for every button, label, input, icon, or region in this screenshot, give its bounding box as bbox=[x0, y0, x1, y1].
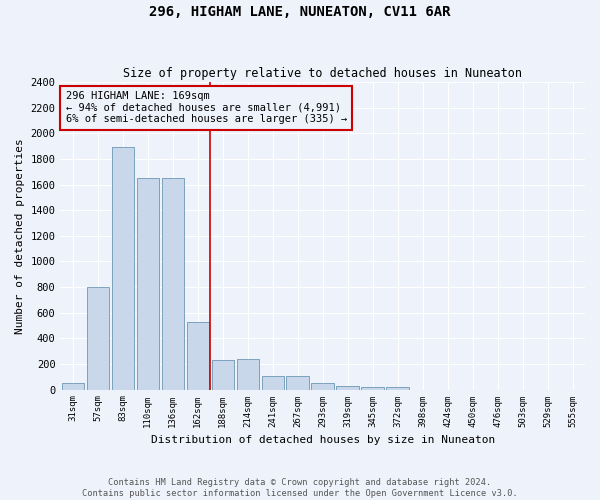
Bar bbox=[86, 287, 109, 390]
X-axis label: Distribution of detached houses by size in Nuneaton: Distribution of detached houses by size … bbox=[151, 435, 495, 445]
Bar bbox=[262, 376, 284, 390]
Bar bbox=[311, 382, 334, 390]
Bar bbox=[361, 387, 384, 390]
Text: Contains HM Land Registry data © Crown copyright and database right 2024.
Contai: Contains HM Land Registry data © Crown c… bbox=[82, 478, 518, 498]
Bar bbox=[161, 178, 184, 390]
Bar bbox=[112, 148, 134, 390]
Bar bbox=[187, 322, 209, 390]
Bar bbox=[212, 360, 234, 390]
Text: 296, HIGHAM LANE, NUNEATON, CV11 6AR: 296, HIGHAM LANE, NUNEATON, CV11 6AR bbox=[149, 5, 451, 19]
Bar bbox=[286, 376, 309, 390]
Text: 296 HIGHAM LANE: 169sqm
← 94% of detached houses are smaller (4,991)
6% of semi-: 296 HIGHAM LANE: 169sqm ← 94% of detache… bbox=[65, 92, 347, 124]
Bar bbox=[236, 360, 259, 390]
Bar bbox=[386, 387, 409, 390]
Bar bbox=[137, 178, 159, 390]
Title: Size of property relative to detached houses in Nuneaton: Size of property relative to detached ho… bbox=[123, 66, 522, 80]
Y-axis label: Number of detached properties: Number of detached properties bbox=[15, 138, 25, 334]
Bar bbox=[337, 386, 359, 390]
Bar bbox=[62, 383, 84, 390]
